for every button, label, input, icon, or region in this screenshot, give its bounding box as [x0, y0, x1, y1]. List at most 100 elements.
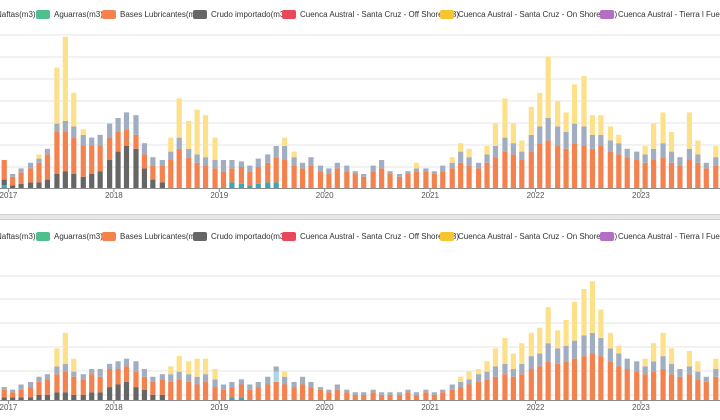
- bar-segment[interactable]: [352, 392, 358, 395]
- bar-segment[interactable]: [545, 140, 551, 188]
- bar-segment[interactable]: [89, 392, 95, 400]
- bar-segment[interactable]: [317, 389, 324, 400]
- bar-segment[interactable]: [677, 369, 683, 377]
- legend-item[interactable]: Bases Lubricantes(m3): [102, 10, 202, 19]
- bar-segment[interactable]: [265, 182, 271, 188]
- bar-segment[interactable]: [466, 148, 472, 158]
- bar-segment[interactable]: [150, 165, 156, 180]
- bar-segment[interactable]: [115, 384, 121, 400]
- bar-segment[interactable]: [27, 168, 34, 183]
- bar-segment[interactable]: [159, 165, 165, 183]
- bar-segment[interactable]: [27, 182, 34, 188]
- bar-segment[interactable]: [431, 394, 437, 400]
- bar-segment[interactable]: [133, 371, 139, 388]
- bar-segment[interactable]: [238, 183, 245, 188]
- bar-segment[interactable]: [607, 348, 613, 362]
- bar-segment[interactable]: [537, 353, 543, 367]
- bar-segment[interactable]: [528, 332, 534, 357]
- bar-segment[interactable]: [265, 384, 271, 400]
- bar-segment[interactable]: [141, 376, 148, 390]
- bar-segment[interactable]: [528, 151, 534, 188]
- bar-segment[interactable]: [89, 374, 95, 393]
- bar-segment[interactable]: [581, 356, 587, 400]
- bar-segment[interactable]: [202, 165, 209, 188]
- bar-segment[interactable]: [695, 379, 701, 400]
- bar-segment[interactable]: [370, 389, 376, 393]
- bar-segment[interactable]: [545, 307, 551, 344]
- bar-segment[interactable]: [27, 397, 34, 400]
- panel-divider[interactable]: [0, 214, 720, 220]
- legend-item[interactable]: Naftas(m3): [0, 10, 36, 19]
- bar-segment[interactable]: [563, 148, 569, 188]
- bar-segment[interactable]: [186, 120, 192, 149]
- bar-segment[interactable]: [36, 182, 42, 188]
- bar-segment[interactable]: [97, 369, 103, 377]
- bar-segment[interactable]: [344, 392, 350, 400]
- bar-segment[interactable]: [36, 381, 42, 395]
- bar-segment[interactable]: [519, 343, 525, 364]
- bar-segment[interactable]: [220, 171, 227, 188]
- bar-segment[interactable]: [695, 162, 701, 188]
- bar-segment[interactable]: [668, 374, 675, 400]
- bar-segment[interactable]: [168, 151, 174, 160]
- bar-segment[interactable]: [62, 120, 68, 132]
- bar-segment[interactable]: [255, 387, 261, 400]
- bar-segment[interactable]: [36, 154, 42, 159]
- bar-segment[interactable]: [703, 162, 709, 169]
- bar-segment[interactable]: [528, 369, 534, 400]
- bar-segment[interactable]: [238, 397, 245, 400]
- bar-segment[interactable]: [107, 363, 113, 370]
- bar-segment[interactable]: [379, 394, 385, 400]
- bar-segment[interactable]: [703, 168, 709, 188]
- legend-item[interactable]: Naftas(m3): [0, 232, 36, 241]
- bar-segment[interactable]: [334, 168, 340, 188]
- bar-segment[interactable]: [555, 146, 561, 188]
- bar-segment[interactable]: [186, 148, 192, 158]
- bar-segment[interactable]: [168, 374, 174, 382]
- bar-segment[interactable]: [589, 134, 596, 149]
- bar-segment[interactable]: [62, 392, 68, 400]
- bar-segment[interactable]: [71, 394, 77, 400]
- bar-segment[interactable]: [624, 369, 630, 400]
- bar-segment[interactable]: [510, 369, 516, 377]
- bar-segment[interactable]: [97, 146, 103, 172]
- bar-segment[interactable]: [413, 392, 419, 395]
- legend-item[interactable]: Bases Lubricantes(m3): [102, 232, 202, 241]
- bar-segment[interactable]: [519, 160, 525, 188]
- bar-segment[interactable]: [519, 374, 525, 400]
- bar-segment[interactable]: [686, 366, 693, 375]
- bar-segment[interactable]: [537, 327, 543, 354]
- bar-segment[interactable]: [291, 381, 297, 388]
- bar-segment[interactable]: [413, 171, 419, 188]
- bar-segment[interactable]: [484, 154, 490, 163]
- bar-segment[interactable]: [44, 148, 51, 155]
- bar-segment[interactable]: [555, 126, 561, 146]
- bar-segment[interactable]: [677, 165, 683, 188]
- bar-segment[interactable]: [695, 154, 701, 163]
- bar-segment[interactable]: [545, 343, 551, 362]
- bar-segment[interactable]: [668, 348, 675, 364]
- bar-segment[interactable]: [97, 134, 103, 146]
- bar-segment[interactable]: [133, 134, 139, 149]
- bar-segment[interactable]: [150, 376, 156, 382]
- bar-segment[interactable]: [62, 171, 68, 188]
- bar-segment[interactable]: [413, 394, 419, 400]
- bar-segment[interactable]: [212, 387, 218, 400]
- bar-segment[interactable]: [212, 137, 218, 160]
- bar-segment[interactable]: [581, 76, 587, 127]
- bar-segment[interactable]: [607, 332, 613, 349]
- bar-segment[interactable]: [352, 394, 358, 400]
- bar-segment[interactable]: [202, 374, 209, 382]
- bar-segment[interactable]: [695, 140, 701, 155]
- bar-segment[interactable]: [668, 363, 675, 375]
- bar-segment[interactable]: [492, 146, 499, 158]
- bar-segment[interactable]: [27, 381, 34, 388]
- bar-segment[interactable]: [27, 387, 34, 398]
- bar-segment[interactable]: [80, 374, 86, 380]
- bar-segment[interactable]: [405, 392, 411, 400]
- bar-segment[interactable]: [176, 371, 182, 380]
- bar-segment[interactable]: [10, 397, 16, 400]
- bar-segment[interactable]: [650, 371, 657, 400]
- bar-segment[interactable]: [1, 179, 7, 186]
- bar-segment[interactable]: [571, 143, 578, 188]
